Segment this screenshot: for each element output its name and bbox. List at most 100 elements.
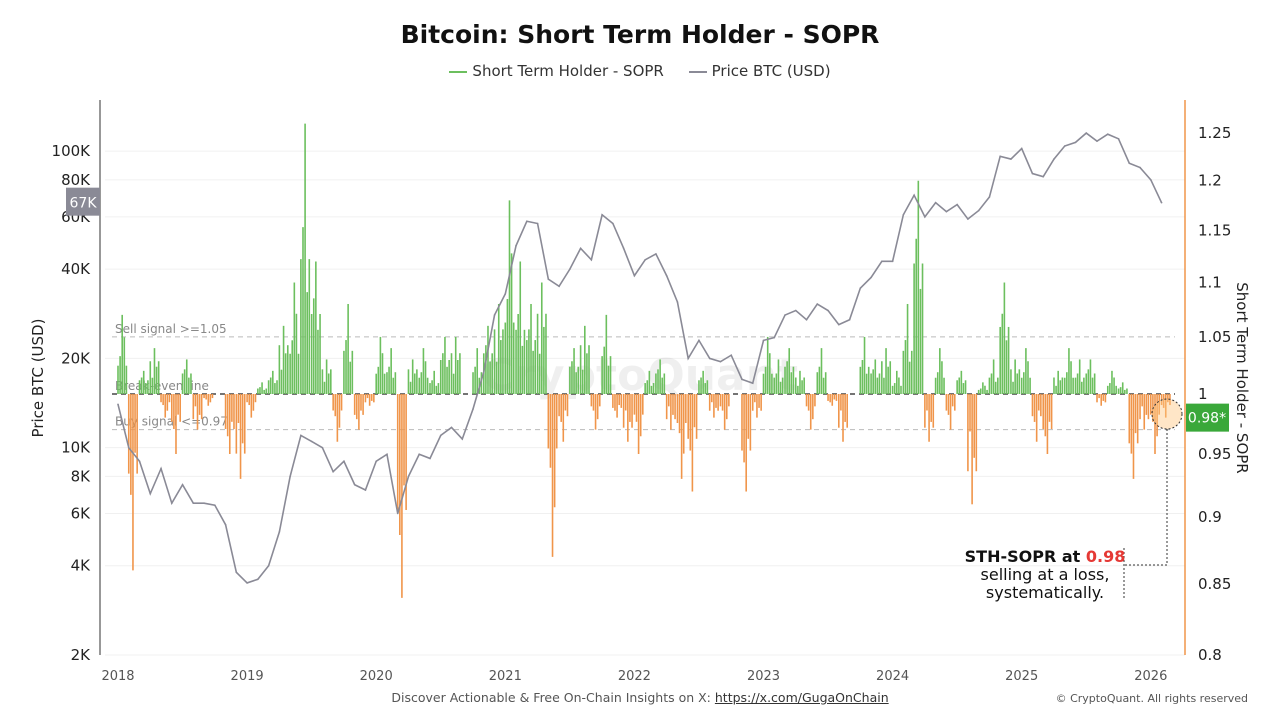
price-point (526, 220, 528, 223)
price-point (429, 457, 431, 460)
price-point (482, 371, 485, 373)
legend-item-sopr[interactable]: Short Term Holder - SOPR (449, 62, 664, 80)
price-point (601, 213, 603, 216)
sopr-current-tag-label: 0.98* (1188, 411, 1226, 427)
left-tick-label: 80K (61, 171, 91, 189)
chart-title: Bitcoin: Short Term Holder - SOPR (400, 20, 880, 49)
price-point (1020, 147, 1023, 150)
price-point (364, 489, 367, 491)
price-point (515, 244, 517, 247)
left-tick-label: 20K (61, 349, 91, 367)
price-point (805, 318, 808, 321)
price-point (278, 531, 281, 533)
x-tick-label: 2026 (1134, 669, 1167, 684)
left-tick-label: 10K (61, 439, 91, 457)
price-point (751, 382, 754, 384)
right-tick-label: 1.25 (1198, 124, 1231, 142)
price-point (579, 247, 582, 250)
footer: Discover Actionable & Free On-Chain Insi… (0, 690, 1280, 705)
price-line (117, 132, 1163, 584)
highlight-circle (1151, 398, 1183, 430)
left-tick-label: 40K (61, 260, 91, 278)
price-point (730, 354, 733, 357)
price-point (762, 339, 765, 342)
price-point (741, 378, 743, 381)
x-tick-label: 2020 (360, 669, 393, 684)
price-point (1139, 166, 1141, 169)
price-point (536, 222, 539, 225)
sopr-current-tag (1186, 403, 1229, 432)
right-tick-label: 0.9 (1198, 508, 1222, 526)
x-tick-label: 2025 (1005, 669, 1038, 684)
price-point (289, 475, 291, 478)
price-point (332, 470, 334, 473)
left-tick-label: 4K (71, 557, 92, 575)
price-point (396, 512, 399, 515)
price-point (386, 453, 388, 456)
x-tick-label: 2022 (618, 669, 651, 684)
price-point (816, 303, 819, 305)
price-point (967, 218, 969, 220)
price-point (902, 213, 905, 216)
right-axis-label: Short Term Holder - SOPR (1233, 282, 1251, 473)
price-point (375, 460, 378, 463)
price-point (257, 578, 259, 581)
price-point (117, 403, 119, 406)
price-point (1053, 158, 1055, 160)
x-tick-label: 2024 (876, 669, 909, 684)
x-tick-label: 2021 (489, 669, 522, 684)
price-point (838, 323, 840, 326)
price-point (676, 301, 679, 303)
left-tick-label: 100K (52, 142, 92, 160)
right-tick-label: 1.05 (1198, 328, 1231, 346)
left-axis-label: Price BTC (USD) (29, 319, 47, 438)
price-point (1117, 138, 1120, 140)
left-tick-label: 6K (71, 504, 92, 522)
price-point (300, 434, 302, 437)
annotation-line2: selling at a loss, (980, 565, 1110, 584)
price-point (310, 440, 313, 443)
price-point (1096, 140, 1098, 142)
price-point (343, 460, 345, 463)
price-point (461, 438, 464, 440)
price-point (1128, 162, 1131, 165)
price-point (246, 582, 248, 584)
right-tick-label: 0.85 (1198, 575, 1231, 593)
price-point (439, 434, 442, 437)
legend-label-sopr: Short Term Holder - SOPR (472, 62, 664, 80)
price-point (655, 253, 657, 255)
price-point (418, 453, 421, 456)
legend-swatch-price (688, 70, 707, 73)
price-point (472, 408, 474, 410)
right-tick-label: 1.1 (1198, 274, 1222, 292)
price-point (160, 467, 162, 470)
price-point (698, 339, 700, 342)
price-point (665, 274, 668, 277)
price-point (558, 285, 560, 288)
price-point (1160, 201, 1163, 204)
right-tick-label: 0.8 (1198, 646, 1222, 664)
price-point (138, 460, 141, 463)
price-point (590, 258, 593, 261)
price-point (569, 268, 571, 270)
footer-link[interactable]: https://x.com/GugaOnChain (714, 690, 889, 705)
price-point (149, 492, 152, 495)
price-point (881, 260, 883, 263)
reference-label: Sell signal >=1.05 (115, 322, 227, 336)
price-point (773, 336, 776, 339)
price-point (794, 309, 797, 312)
price-point (999, 155, 1001, 158)
right-tick-label: 1.15 (1198, 222, 1231, 240)
price-point (353, 483, 356, 486)
price-point (827, 309, 829, 312)
price-point (547, 278, 550, 280)
price-point (407, 475, 410, 478)
price-point (977, 209, 980, 212)
annotation-value: 0.98 (1085, 547, 1126, 566)
price-point (956, 203, 958, 206)
price-point (988, 196, 991, 198)
reference-label: Break-even line (115, 379, 209, 393)
legend-item-price[interactable]: Price BTC (USD) (688, 62, 831, 80)
price-point (913, 194, 915, 197)
